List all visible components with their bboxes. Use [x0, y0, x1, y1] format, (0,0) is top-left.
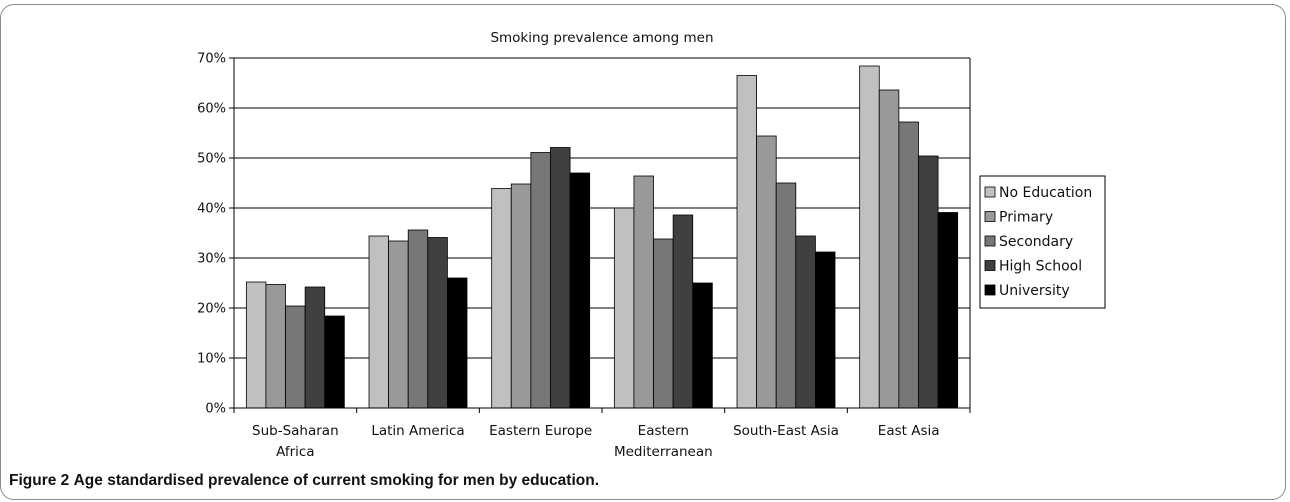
bar	[878, 89, 900, 409]
bar	[937, 212, 959, 409]
bar	[775, 182, 797, 409]
y-tick-label: 70%	[197, 52, 226, 67]
category-label: Africa	[276, 444, 315, 460]
legend-label: Secondary	[999, 234, 1073, 250]
bar	[491, 188, 512, 409]
legend-swatch	[984, 211, 996, 222]
y-tick-label: 0%	[205, 402, 226, 417]
bar	[510, 183, 532, 409]
y-tick-label: 10%	[197, 352, 226, 367]
bar	[795, 235, 816, 409]
bar	[285, 305, 306, 409]
x-axis-category-labels: Sub-Saharan Africa Latin America Eastern Eu…	[252, 423, 940, 460]
y-tick-label: 60%	[197, 102, 226, 117]
bar	[388, 240, 409, 409]
bar	[859, 65, 880, 409]
bar	[368, 235, 390, 409]
category-label: Sub-Saharan	[252, 423, 339, 439]
y-tick-label: 20%	[197, 302, 226, 317]
bar	[324, 315, 345, 409]
legend-label: High School	[999, 259, 1082, 275]
bar	[633, 175, 654, 409]
legend-swatch	[984, 260, 996, 271]
bar	[245, 281, 267, 409]
chart-title: Smoking prevalence among men	[490, 30, 713, 46]
bar	[569, 172, 591, 409]
bar	[918, 155, 939, 409]
category-label: Eastern	[638, 423, 689, 439]
bar	[815, 251, 836, 409]
category-label: East Asia	[878, 423, 940, 439]
legend: No Education Primary Secondary High School U…	[979, 175, 1106, 309]
bar	[756, 135, 777, 409]
bar	[898, 121, 919, 409]
bar	[446, 277, 468, 409]
legend-label: University	[999, 283, 1070, 299]
bar-chart: Smoking prevalence among men 0% 10% 20% 30%…	[197, 30, 1106, 460]
legend-swatch	[984, 235, 996, 247]
category-label: Eastern Europe	[489, 423, 592, 439]
legend-swatch	[984, 186, 996, 198]
bar	[550, 147, 571, 409]
figure-label: Figure 2	[9, 472, 70, 489]
figure-frame	[0, 4, 1286, 500]
bar	[653, 238, 674, 409]
category-label: Mediterranean	[614, 444, 713, 460]
bar	[265, 284, 286, 409]
bars	[245, 65, 959, 409]
bar	[613, 207, 635, 409]
y-tick-label: 30%	[197, 252, 226, 267]
caption-text: Age standardised prevalence of current s…	[73, 472, 600, 489]
y-axis-tick-labels: 0% 10% 20% 30% 40% 50% 60% 70%	[197, 52, 226, 417]
axes	[233, 58, 971, 413]
gridlines	[229, 57, 970, 409]
category-label: South-East Asia	[733, 423, 839, 439]
bar	[427, 237, 448, 409]
legend-label: No Education	[999, 185, 1092, 201]
legend-label: Primary	[999, 210, 1053, 226]
figure-caption: Figure 2 Age standardised prevalence of …	[9, 472, 599, 490]
y-tick-label: 50%	[197, 152, 226, 167]
bar	[407, 229, 429, 409]
bar	[736, 75, 758, 409]
bar	[672, 214, 694, 409]
category-label: Latin America	[371, 423, 464, 439]
bar	[530, 152, 551, 409]
bar	[304, 286, 326, 409]
bar	[692, 282, 713, 409]
legend-swatch	[984, 284, 996, 296]
y-tick-label: 40%	[197, 202, 226, 217]
legend-box	[979, 175, 1106, 309]
